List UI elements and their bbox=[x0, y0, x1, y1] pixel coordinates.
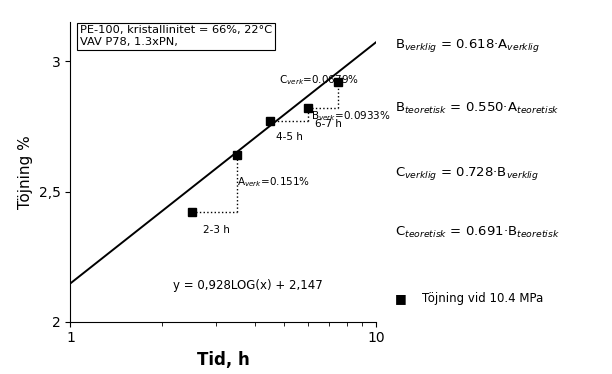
Text: ■: ■ bbox=[395, 292, 406, 305]
Text: C$_{verklig}$ = 0.728·B$_{verklig}$: C$_{verklig}$ = 0.728·B$_{verklig}$ bbox=[395, 165, 539, 181]
Text: C$_{verk}$=0.0679%: C$_{verk}$=0.0679% bbox=[279, 74, 359, 88]
Text: PE-100, kristallinitet = 66%, 22°C
VAV P78, 1.3xPN,: PE-100, kristallinitet = 66%, 22°C VAV P… bbox=[80, 25, 272, 47]
Text: B$_{verklig}$ = 0.618·A$_{verklig}$: B$_{verklig}$ = 0.618·A$_{verklig}$ bbox=[395, 37, 540, 54]
Text: y = 0,928LOG(x) + 2,147: y = 0,928LOG(x) + 2,147 bbox=[173, 279, 323, 292]
Text: C$_{teoretisk}$ = 0.691·B$_{teoretisk}$: C$_{teoretisk}$ = 0.691·B$_{teoretisk}$ bbox=[395, 224, 559, 239]
Text: 4-5 h: 4-5 h bbox=[276, 132, 303, 142]
Text: A$_{verk}$=0.151%: A$_{verk}$=0.151% bbox=[237, 175, 310, 189]
Text: 6-7 h: 6-7 h bbox=[315, 119, 342, 129]
Text: 2-3 h: 2-3 h bbox=[203, 226, 230, 235]
X-axis label: Tid, h: Tid, h bbox=[197, 351, 250, 369]
Text: B$_{teoretisk}$ = 0.550·A$_{teoretisk}$: B$_{teoretisk}$ = 0.550·A$_{teoretisk}$ bbox=[395, 101, 559, 116]
Text: B$_{verk}$=0.0933%: B$_{verk}$=0.0933% bbox=[311, 109, 390, 123]
Y-axis label: Töjning %: Töjning % bbox=[18, 135, 33, 209]
Text: Töjning vid 10.4 MPa: Töjning vid 10.4 MPa bbox=[422, 292, 543, 305]
